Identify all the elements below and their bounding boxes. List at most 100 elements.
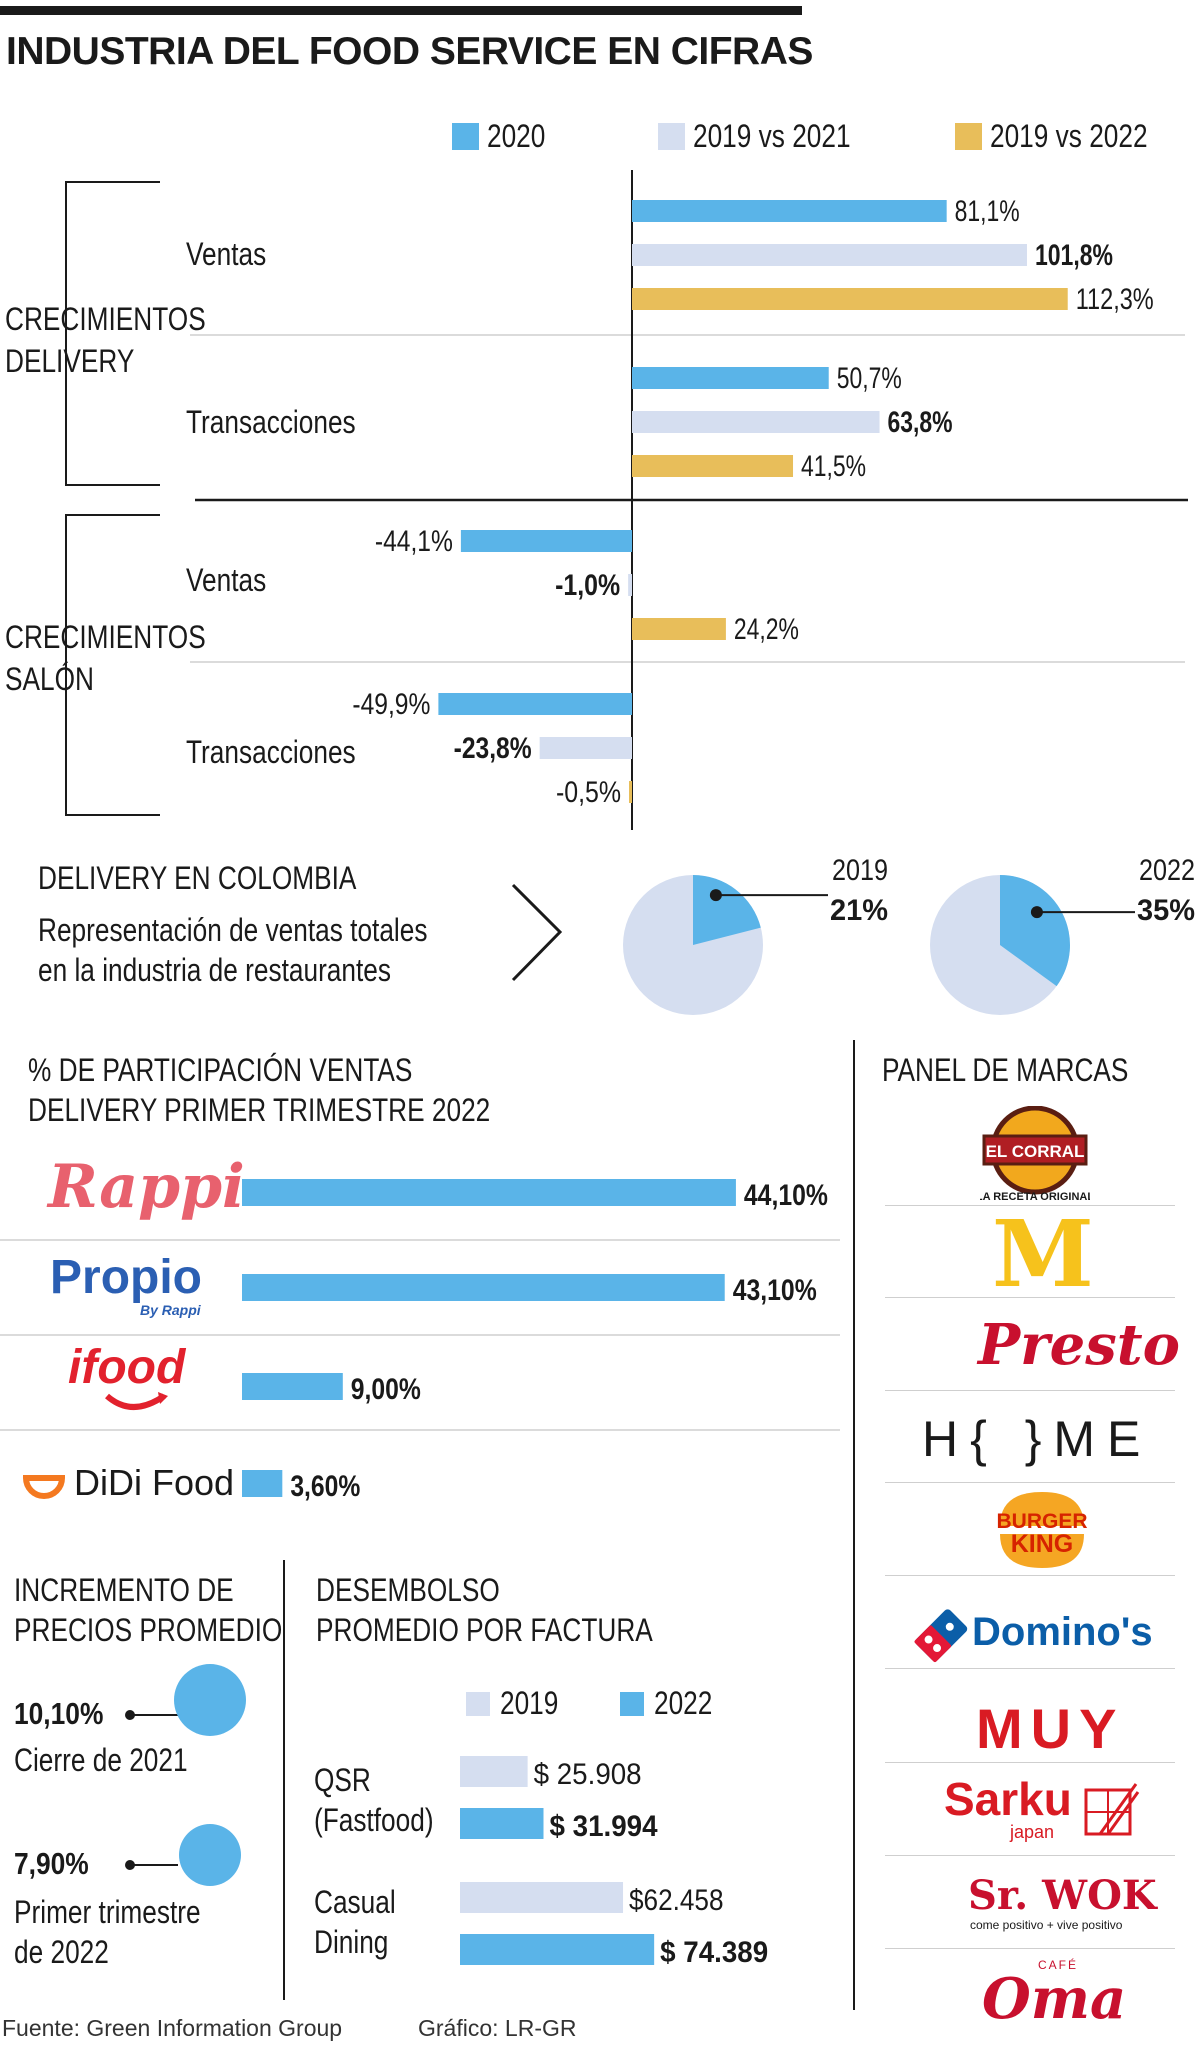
pie-value: 35% [1137,894,1195,927]
ifood-logo: ifood [68,1341,186,1394]
bar-2019-vs-2022-1 [632,455,794,477]
rappi-logo: Rappi [48,1152,245,1222]
ticket-value: $ 31.994 [550,1810,658,1843]
brand-separator [885,1668,1175,1669]
ticket-cat-qsr-1: QSR [314,1762,371,1798]
bar-2019-vs-2021-3 [539,737,632,759]
bar-label: 41,5% [801,450,866,483]
legend-swatch [658,123,686,150]
ticket-cat-qsr-2: (Fastfood) [314,1802,434,1838]
leader-dot [709,889,722,902]
group-label-salon: CRECIMIENTOS SALÓN [5,619,206,697]
ticket-bar-2022-0 [460,1808,544,1839]
legend-label: 2019 vs 2021 [693,118,851,154]
sarku-sub: japan [1010,1822,1055,1842]
ifood-smile-icon [105,1392,168,1410]
pie-value: 21% [830,894,888,927]
share-value: 3,60% [290,1470,360,1503]
bar-2020-0 [632,200,947,222]
bar-label: 24,2% [734,613,799,646]
legend-label: 2022 [654,1685,713,1721]
ticket-legend-2022: 2022 [620,1685,725,1722]
propio-logo: Propio [50,1251,202,1304]
leader-dot [125,1860,135,1870]
bar-2019-vs-2021-1 [632,411,880,433]
mcdonalds-logo: M [992,1200,1094,1308]
bar-2019-vs-2021-0 [632,244,1027,266]
share-bar-rappi [242,1179,736,1206]
pie-year: 2019 [832,854,888,887]
ticket-bar-2022-1 [460,1934,655,1965]
share-bar-didi-food [242,1470,283,1497]
brand-separator [885,1575,1175,1576]
leader-dot [125,1710,135,1720]
brand-separator [885,1297,1175,1298]
ticket-legend-2019: 2019 [466,1685,571,1722]
brand-separator [885,1762,1175,1763]
svg-text:BURGER: BURGER [996,1510,1087,1533]
bar-label: -0,5% [556,776,621,809]
row-label-salon-ventas: Ventas [186,562,267,598]
legend-label: 2019 [500,1685,559,1721]
home-logo: H{ }ME [922,1411,1153,1467]
presto-logo: Presto [978,1312,1180,1378]
group-label-delivery: CRECIMIENTOS DELIVERY [5,301,206,379]
price-bubble-2021 [174,1664,246,1736]
delivery-colombia-heading: DELIVERY EN COLOMBIA [38,860,357,896]
share-bar-ifood [242,1373,343,1400]
ticket-heading-2: PROMEDIO POR FACTURA [316,1612,653,1648]
share-value: 43,10% [733,1274,817,1307]
bar-label: 101,8% [1035,239,1113,272]
bar-label: -1,0% [555,569,620,602]
muy-logo: MUY [976,1697,1125,1760]
svg-text:LA RECETA ORIGINAL: LA RECETA ORIGINAL [980,1191,1090,1203]
bar-label: 112,3% [1076,283,1154,316]
ticket-value: $62.458 [629,1884,724,1917]
bar-2020-3 [438,693,632,715]
delivery-pies: 2019 21% 2022 35% [623,854,1195,1015]
bar-2019-vs-2021-2 [628,574,632,596]
row-label-delivery-ventas: Ventas [186,236,267,272]
pie-slice-2022 [1000,875,1070,987]
share-value: 9,00% [351,1373,421,1406]
el-corral-logo: EL CORRAL LA RECETA ORIGINAL [980,1106,1090,1203]
ticket-bar-2019-1 [460,1882,624,1913]
bottom-divider [283,1560,285,2000]
legend-swatch [620,1691,644,1716]
prices-bubbles [125,1664,246,1886]
legend-item-2019-vs-2022: 2019 vs 2022 [955,118,1182,155]
svg-text:EL CORRAL: EL CORRAL [986,1142,1085,1161]
prices-heading-1: INCREMENTO DE [14,1572,234,1608]
burger-king-logo: BURGER KING [996,1492,1088,1568]
propio-sub: By Rappi [140,1302,201,1318]
ticket-heading-1: DESEMBOLSO [316,1572,500,1608]
didi-icon [22,1475,66,1499]
legend-label: 2019 vs 2022 [990,118,1148,154]
bar-label: 63,8% [888,406,953,439]
delivery-colombia-desc-2: en la industria de restaurantes [38,952,391,988]
page-title: INDUSTRIA DEL FOOD SERVICE EN CIFRAS [6,30,813,73]
share-bar-chart: 44,10% 43,10% 9,00% 3,60% [0,1179,840,1503]
footer-graphic: Gráfico: LR-GR [418,2015,577,2041]
prices-heading-2: PRECIOS PROMEDIO [14,1612,283,1648]
share-heading-2: DELIVERY PRIMER TRIMESTRE 2022 [28,1092,491,1128]
ticket-cat-casual-2: Dining [314,1924,389,1960]
bar-label: 81,1% [955,195,1020,228]
footer-source: Fuente: Green Information Group [2,2015,343,2041]
ticket-bar-chart: $ 25.908 $ 31.994 $62.458 $ 74.389 [460,1756,768,1969]
panel-divider [853,1040,855,2010]
bracket-salon [65,514,160,816]
bar-2020-2 [460,530,632,552]
bar-label: -23,8% [454,732,532,765]
pie-year: 2022 [1139,854,1195,887]
legend-swatch [955,123,983,150]
legend-swatch [466,1691,490,1716]
chart-legend: 2020 2019 vs 2021 2019 vs 2022 [452,118,1183,155]
oma-cafe-label: CAFÉ [1038,1958,1079,1972]
ticket-bar-2019-0 [460,1756,528,1787]
pie-slice-2019 [693,875,761,945]
share-heading-1: % DE PARTICIPACIÓN VENTAS [28,1052,413,1088]
bracket-delivery [65,181,160,486]
sarku-grid-icon [1084,1783,1140,1836]
ticket-value: $ 74.389 [660,1936,768,1969]
